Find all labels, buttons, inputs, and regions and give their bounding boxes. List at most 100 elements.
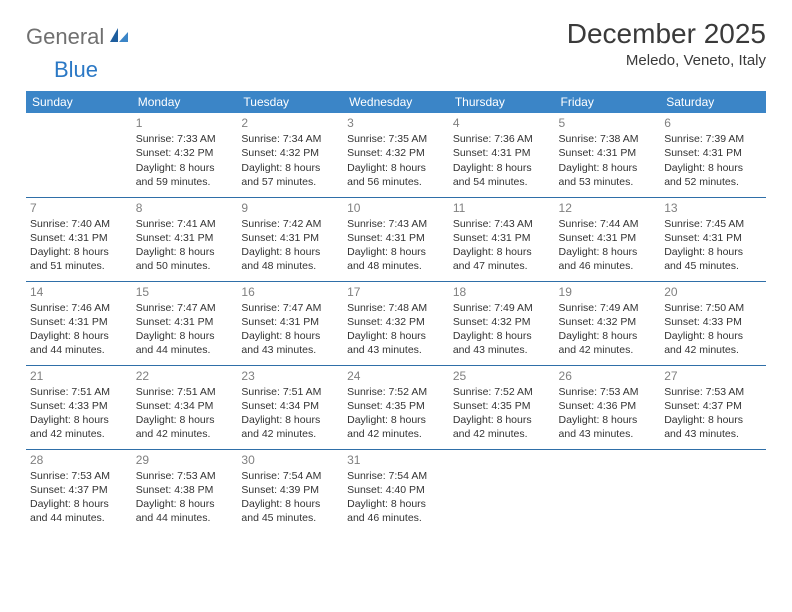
calendar-day-cell: 5Sunrise: 7:38 AMSunset: 4:31 PMDaylight…: [555, 113, 661, 197]
calendar-day-cell: 22Sunrise: 7:51 AMSunset: 4:34 PMDayligh…: [132, 365, 238, 449]
calendar-body: 1Sunrise: 7:33 AMSunset: 4:32 PMDaylight…: [26, 113, 766, 533]
sunset-text: Sunset: 4:32 PM: [453, 315, 551, 329]
sunrise-text: Sunrise: 7:51 AM: [30, 385, 128, 399]
sunset-text: Sunset: 4:31 PM: [453, 231, 551, 245]
month-title: December 2025: [567, 18, 766, 50]
day-header: Friday: [555, 91, 661, 113]
day-header: Thursday: [449, 91, 555, 113]
calendar-day-cell: 1Sunrise: 7:33 AMSunset: 4:32 PMDaylight…: [132, 113, 238, 197]
day-header: Wednesday: [343, 91, 449, 113]
day-number: 24: [347, 368, 445, 384]
sunrise-text: Sunrise: 7:45 AM: [664, 217, 762, 231]
daylight-text: Daylight: 8 hours and 44 minutes.: [136, 329, 234, 357]
sunrise-text: Sunrise: 7:53 AM: [559, 385, 657, 399]
day-number: 31: [347, 452, 445, 468]
day-number: 16: [241, 284, 339, 300]
daylight-text: Daylight: 8 hours and 42 minutes.: [241, 413, 339, 441]
sunrise-text: Sunrise: 7:49 AM: [453, 301, 551, 315]
daylight-text: Daylight: 8 hours and 42 minutes.: [30, 413, 128, 441]
calendar-day-cell: 9Sunrise: 7:42 AMSunset: 4:31 PMDaylight…: [237, 197, 343, 281]
sunrise-text: Sunrise: 7:40 AM: [30, 217, 128, 231]
calendar-week-row: 14Sunrise: 7:46 AMSunset: 4:31 PMDayligh…: [26, 281, 766, 365]
sunset-text: Sunset: 4:31 PM: [30, 231, 128, 245]
calendar-day-cell: 20Sunrise: 7:50 AMSunset: 4:33 PMDayligh…: [660, 281, 766, 365]
sunset-text: Sunset: 4:34 PM: [136, 399, 234, 413]
daylight-text: Daylight: 8 hours and 52 minutes.: [664, 161, 762, 189]
sunrise-text: Sunrise: 7:51 AM: [241, 385, 339, 399]
sunrise-text: Sunrise: 7:39 AM: [664, 132, 762, 146]
calendar-day-cell: [26, 113, 132, 197]
sunrise-text: Sunrise: 7:50 AM: [664, 301, 762, 315]
calendar-day-cell: 14Sunrise: 7:46 AMSunset: 4:31 PMDayligh…: [26, 281, 132, 365]
sunset-text: Sunset: 4:31 PM: [664, 231, 762, 245]
sunrise-text: Sunrise: 7:47 AM: [241, 301, 339, 315]
daylight-text: Daylight: 8 hours and 53 minutes.: [559, 161, 657, 189]
calendar-day-cell: 16Sunrise: 7:47 AMSunset: 4:31 PMDayligh…: [237, 281, 343, 365]
sunrise-text: Sunrise: 7:46 AM: [30, 301, 128, 315]
sunset-text: Sunset: 4:40 PM: [347, 483, 445, 497]
sunset-text: Sunset: 4:37 PM: [30, 483, 128, 497]
daylight-text: Daylight: 8 hours and 51 minutes.: [30, 245, 128, 273]
sunrise-text: Sunrise: 7:44 AM: [559, 217, 657, 231]
calendar-week-row: 7Sunrise: 7:40 AMSunset: 4:31 PMDaylight…: [26, 197, 766, 281]
sunset-text: Sunset: 4:32 PM: [347, 146, 445, 160]
sunset-text: Sunset: 4:31 PM: [559, 146, 657, 160]
calendar-day-cell: 6Sunrise: 7:39 AMSunset: 4:31 PMDaylight…: [660, 113, 766, 197]
day-number: 2: [241, 115, 339, 131]
sunset-text: Sunset: 4:35 PM: [347, 399, 445, 413]
calendar-table: SundayMondayTuesdayWednesdayThursdayFrid…: [26, 91, 766, 533]
sunset-text: Sunset: 4:31 PM: [136, 231, 234, 245]
day-number: 1: [136, 115, 234, 131]
calendar-day-cell: 31Sunrise: 7:54 AMSunset: 4:40 PMDayligh…: [343, 449, 449, 533]
calendar-day-cell: 12Sunrise: 7:44 AMSunset: 4:31 PMDayligh…: [555, 197, 661, 281]
daylight-text: Daylight: 8 hours and 42 minutes.: [664, 329, 762, 357]
daylight-text: Daylight: 8 hours and 43 minutes.: [241, 329, 339, 357]
day-number: 4: [453, 115, 551, 131]
daylight-text: Daylight: 8 hours and 48 minutes.: [347, 245, 445, 273]
daylight-text: Daylight: 8 hours and 56 minutes.: [347, 161, 445, 189]
sunset-text: Sunset: 4:31 PM: [664, 146, 762, 160]
sunset-text: Sunset: 4:31 PM: [347, 231, 445, 245]
daylight-text: Daylight: 8 hours and 42 minutes.: [347, 413, 445, 441]
day-number: 9: [241, 200, 339, 216]
logo-word-general: General: [26, 24, 104, 50]
calendar-day-cell: 29Sunrise: 7:53 AMSunset: 4:38 PMDayligh…: [132, 449, 238, 533]
sunset-text: Sunset: 4:32 PM: [241, 146, 339, 160]
daylight-text: Daylight: 8 hours and 43 minutes.: [559, 413, 657, 441]
sunset-text: Sunset: 4:31 PM: [453, 146, 551, 160]
day-number: 3: [347, 115, 445, 131]
sunset-text: Sunset: 4:32 PM: [559, 315, 657, 329]
sunset-text: Sunset: 4:38 PM: [136, 483, 234, 497]
sunrise-text: Sunrise: 7:53 AM: [30, 469, 128, 483]
calendar-day-cell: 24Sunrise: 7:52 AMSunset: 4:35 PMDayligh…: [343, 365, 449, 449]
sunrise-text: Sunrise: 7:43 AM: [453, 217, 551, 231]
calendar-week-row: 1Sunrise: 7:33 AMSunset: 4:32 PMDaylight…: [26, 113, 766, 197]
day-number: 17: [347, 284, 445, 300]
sunrise-text: Sunrise: 7:47 AM: [136, 301, 234, 315]
calendar-day-cell: 10Sunrise: 7:43 AMSunset: 4:31 PMDayligh…: [343, 197, 449, 281]
day-number: 26: [559, 368, 657, 384]
calendar-day-cell: 18Sunrise: 7:49 AMSunset: 4:32 PMDayligh…: [449, 281, 555, 365]
calendar-day-cell: 21Sunrise: 7:51 AMSunset: 4:33 PMDayligh…: [26, 365, 132, 449]
daylight-text: Daylight: 8 hours and 43 minutes.: [347, 329, 445, 357]
day-number: 13: [664, 200, 762, 216]
day-number: 23: [241, 368, 339, 384]
day-number: 15: [136, 284, 234, 300]
sunrise-text: Sunrise: 7:52 AM: [347, 385, 445, 399]
day-header: Tuesday: [237, 91, 343, 113]
day-number: 6: [664, 115, 762, 131]
calendar-day-cell: 4Sunrise: 7:36 AMSunset: 4:31 PMDaylight…: [449, 113, 555, 197]
calendar-day-cell: [555, 449, 661, 533]
sunset-text: Sunset: 4:31 PM: [136, 315, 234, 329]
sunset-text: Sunset: 4:32 PM: [136, 146, 234, 160]
sunset-text: Sunset: 4:35 PM: [453, 399, 551, 413]
calendar-day-cell: 8Sunrise: 7:41 AMSunset: 4:31 PMDaylight…: [132, 197, 238, 281]
day-number: 8: [136, 200, 234, 216]
sunrise-text: Sunrise: 7:53 AM: [664, 385, 762, 399]
sunrise-text: Sunrise: 7:48 AM: [347, 301, 445, 315]
sunrise-text: Sunrise: 7:49 AM: [559, 301, 657, 315]
daylight-text: Daylight: 8 hours and 44 minutes.: [30, 497, 128, 525]
day-header: Saturday: [660, 91, 766, 113]
daylight-text: Daylight: 8 hours and 45 minutes.: [664, 245, 762, 273]
day-number: 11: [453, 200, 551, 216]
